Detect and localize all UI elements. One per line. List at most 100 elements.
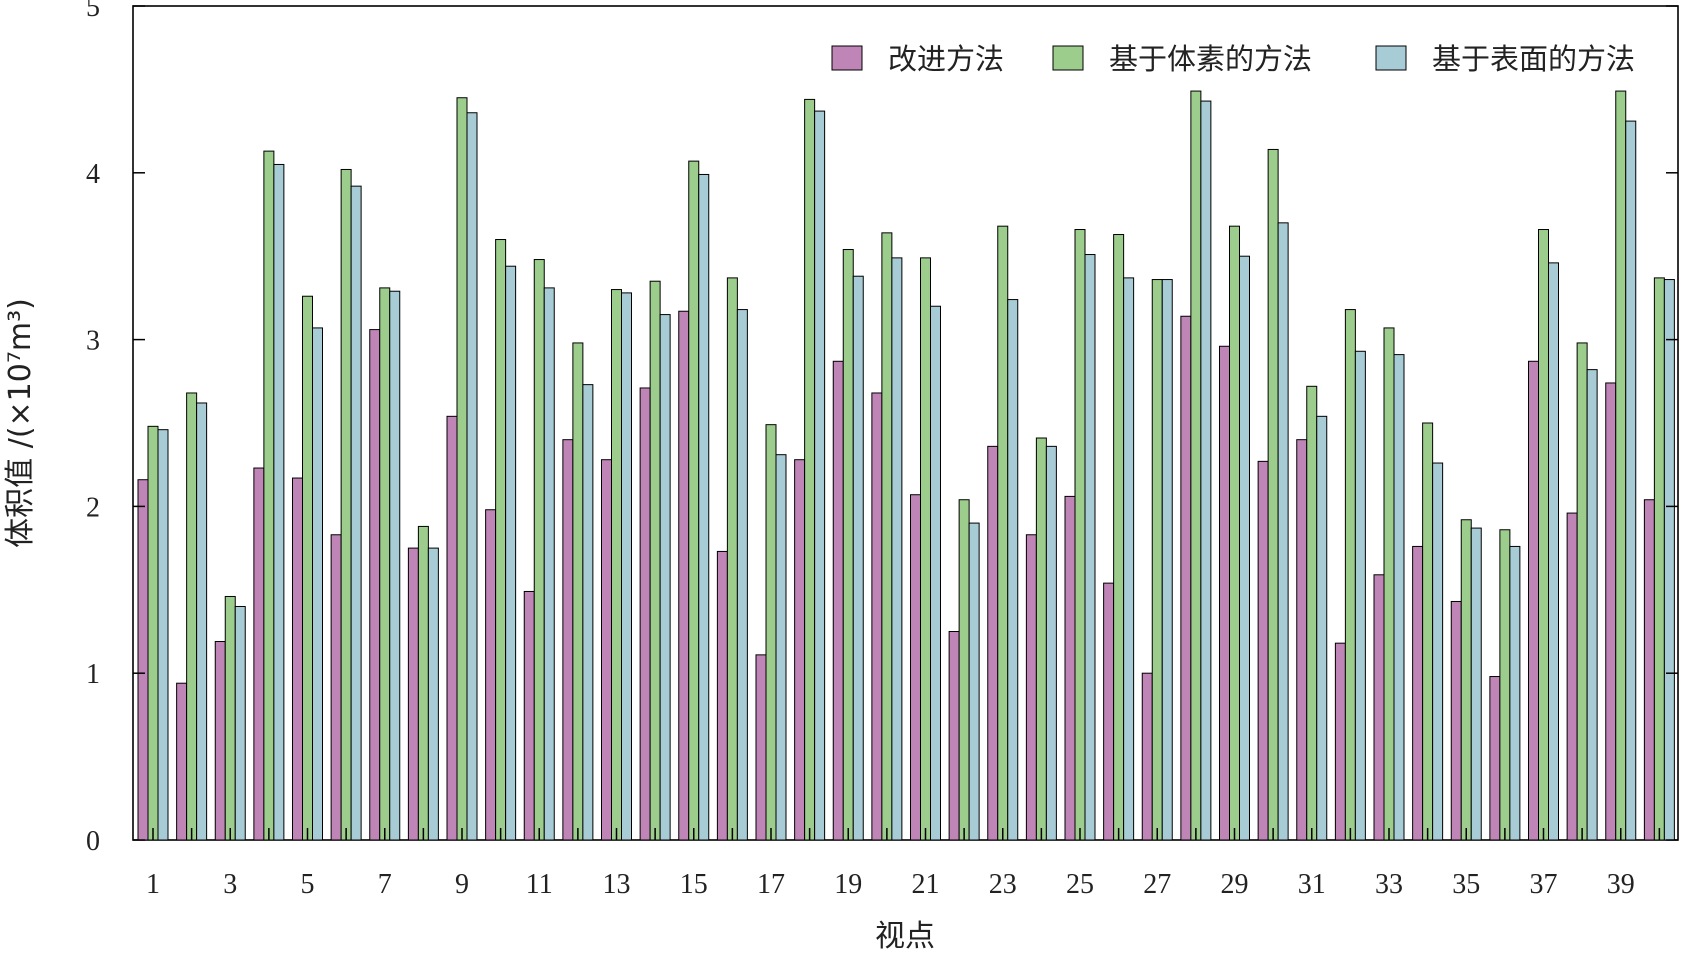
bar-s3-15 <box>698 173 710 841</box>
bar-s3-18 <box>814 110 826 841</box>
x-tick-label: 7 <box>378 869 392 900</box>
plot-frame <box>132 5 1679 841</box>
bar-s3-40 <box>1663 279 1675 841</box>
bar-s1-17 <box>755 654 767 841</box>
bar-s3-11 <box>543 287 555 841</box>
x-tick-label: 27 <box>1143 869 1171 900</box>
bar-s3-39 <box>1625 120 1637 841</box>
bar-s2-33 <box>1383 327 1395 841</box>
bar-s2-13 <box>611 289 622 841</box>
bar-s1-5 <box>292 477 303 841</box>
bar-s3-3 <box>234 605 246 841</box>
bar-s2-30 <box>1267 148 1279 841</box>
bar-s3-24 <box>1045 445 1057 841</box>
legend-swatch-1 <box>831 45 863 71</box>
y-axis-ticks: 0 1 2 3 4 5 <box>86 0 1678 857</box>
x-tick-label: 23 <box>989 869 1017 900</box>
bar-s3-10 <box>505 265 517 841</box>
legend-label-1: 改进方法 <box>888 42 1004 76</box>
bar-s1-16 <box>716 550 728 841</box>
bar-s2-21 <box>920 257 931 841</box>
bar-s2-39 <box>1615 90 1627 841</box>
bar-s3-4 <box>273 163 285 841</box>
bar-s1-27 <box>1141 672 1153 841</box>
bar-s2-26 <box>1113 234 1125 841</box>
bar-s1-33 <box>1373 574 1385 841</box>
bar-s2-14 <box>649 280 661 841</box>
bar-s1-22 <box>948 631 960 841</box>
bars-group <box>137 90 1675 841</box>
bar-s2-1 <box>147 425 159 841</box>
bar-s2-32 <box>1344 309 1356 841</box>
bar-s3-32 <box>1354 350 1366 841</box>
bar-s3-27 <box>1161 279 1173 841</box>
bar-s3-5 <box>312 327 323 841</box>
bar-s1-10 <box>485 509 497 841</box>
x-tick-label: 21 <box>912 869 940 900</box>
y-tick-label: 4 <box>86 159 100 190</box>
bar-s1-19 <box>832 360 844 841</box>
bar-s1-29 <box>1219 345 1230 841</box>
bar-s3-36 <box>1509 545 1521 841</box>
bar-s1-2 <box>176 682 188 841</box>
bar-s1-4 <box>253 467 265 841</box>
bar-s3-8 <box>427 547 439 841</box>
bar-s1-20 <box>871 392 883 841</box>
bar-s2-9 <box>456 97 468 841</box>
bar-s3-9 <box>466 112 478 841</box>
legend-label-2: 基于体素的方法 <box>1109 42 1312 76</box>
bar-s2-40 <box>1653 277 1665 841</box>
bar-s3-6 <box>350 185 362 841</box>
legend-label-3: 基于表面的方法 <box>1432 42 1635 76</box>
x-axis-ticks: 1 3 5 7 9 11 13 15 17 19 21 23 25 27 29 31 33 35 37 39 <box>146 828 1661 900</box>
bar-s3-26 <box>1123 277 1135 841</box>
bar-s1-34 <box>1412 545 1424 841</box>
bar-s1-12 <box>562 439 574 841</box>
x-tick-label: 35 <box>1452 869 1480 900</box>
bar-s1-6 <box>330 534 342 841</box>
bar-s2-6 <box>340 168 352 841</box>
bar-s3-31 <box>1316 415 1328 841</box>
bar-s1-14 <box>639 387 651 841</box>
bar-s2-11 <box>533 259 545 841</box>
bar-s2-27 <box>1151 279 1163 841</box>
y-tick-label: 1 <box>86 659 100 690</box>
bar-s3-21 <box>930 305 941 841</box>
bar-s3-29 <box>1239 255 1250 841</box>
bar-s2-7 <box>379 287 391 841</box>
bar-s3-37 <box>1548 262 1559 841</box>
legend: 改进方法 基于体素的方法 基于表面的方法 <box>831 42 1635 76</box>
bar-s2-16 <box>726 277 738 841</box>
y-axis-title: 体积值 /(×10⁷m³) <box>3 298 38 548</box>
x-tick-label: 15 <box>680 869 708 900</box>
bar-s2-22 <box>958 499 970 841</box>
bar-s1-13 <box>601 459 612 841</box>
bar-s2-3 <box>224 595 236 841</box>
bar-s2-5 <box>302 295 313 841</box>
bar-s1-7 <box>369 329 381 841</box>
x-tick-label: 31 <box>1298 869 1326 900</box>
bar-s1-26 <box>1103 582 1115 841</box>
bar-s1-3 <box>214 641 226 841</box>
bar-s3-28 <box>1200 100 1212 841</box>
bar-s3-35 <box>1470 527 1482 841</box>
x-tick-label: 1 <box>146 869 160 900</box>
bar-s1-38 <box>1566 512 1578 841</box>
x-tick-label: 9 <box>455 869 469 900</box>
bar-s3-22 <box>968 522 980 841</box>
x-tick-label: 3 <box>223 869 237 900</box>
bar-s1-30 <box>1257 460 1269 841</box>
bar-s1-32 <box>1334 642 1346 841</box>
bar-s2-29 <box>1229 225 1240 841</box>
bar-s3-25 <box>1084 254 1096 841</box>
bar-s2-34 <box>1422 422 1434 841</box>
x-tick-label: 11 <box>526 869 553 900</box>
bar-s3-12 <box>582 384 594 841</box>
y-tick-label: 2 <box>86 492 100 523</box>
bar-s1-25 <box>1064 495 1076 841</box>
bar-s2-36 <box>1499 529 1511 841</box>
x-tick-label: 29 <box>1221 869 1249 900</box>
bar-s1-36 <box>1489 676 1501 841</box>
bar-s2-35 <box>1460 519 1472 841</box>
bar-s3-13 <box>621 292 632 841</box>
